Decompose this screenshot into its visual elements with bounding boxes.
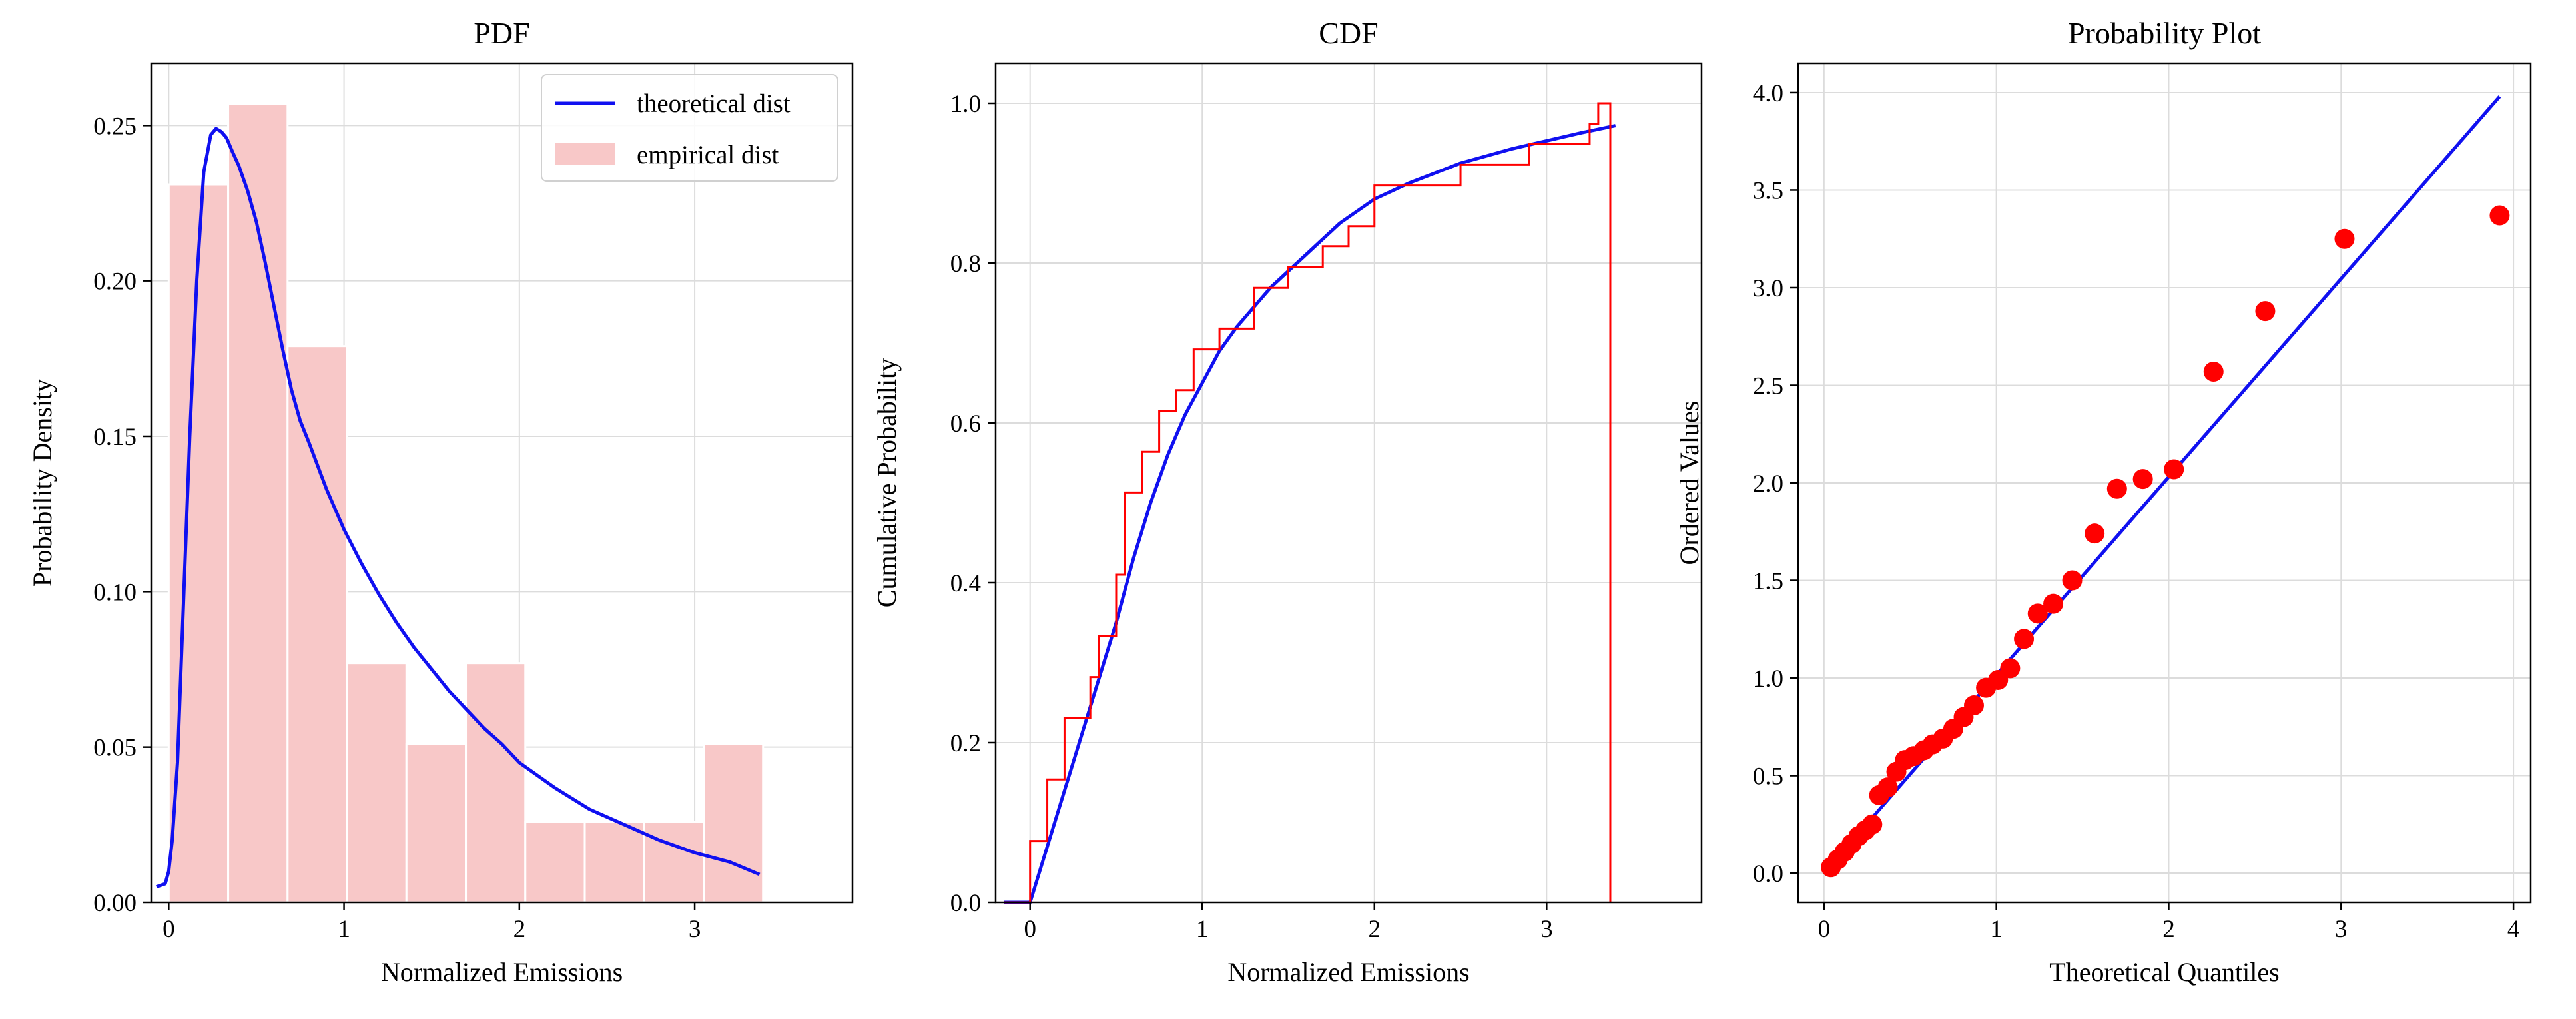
cdf-y-tick-label: 0.4 [950,570,981,597]
cdf-x-tick-label: 2 [1369,916,1381,943]
histogram-bar [465,662,527,904]
cdf-title: CDF [1319,16,1378,50]
quantile-point [2489,205,2510,226]
cdf-y-tick-label: 0.6 [950,410,981,438]
legend-label-empirical: empirical dist [637,141,779,169]
probplot-x-tick-label: 0 [1818,916,1831,943]
probplot-x-tick-label: 2 [2162,916,2175,943]
quantile-point [1862,814,1883,835]
pdf-x-tick-label: 3 [689,916,701,943]
probplot-x-tick-label: 3 [2335,916,2348,943]
probplot-grid [1798,63,2531,902]
cdf-y-tick-label: 1.0 [950,91,981,118]
quantile-point [2132,469,2153,490]
probplot-panel: 0 1 2 3 4 0.0 0.5 1.0 1.5 2.0 2.5 3.0 3.5 4.0 Probabi… [1674,16,2532,987]
cdf-panel: 0 1 2 3 0.0 0.2 0.4 0.6 0.8 1.0 CDF Normalized Em… [872,16,1703,987]
cdf-ticks: 0 1 2 3 0.0 0.2 0.4 0.6 0.8 1.0 [950,91,1553,943]
quantile-point [2014,629,2035,649]
quantile-point [2255,301,2276,322]
histogram-bar [703,743,765,904]
quantile-point [2334,228,2355,249]
pdf-axes-frame [150,62,854,904]
probplot-x-axis-label: Theoretical Quantiles [2049,957,2279,987]
pdf-x-tick-label: 2 [513,916,526,943]
histogram-bar [405,743,468,904]
legend-label-theoretical: theoretical dist [637,89,791,118]
legend-box [541,74,838,182]
theoretical-cdf-line [1004,124,1616,904]
histogram-bar [286,345,348,904]
quantile-point [2164,459,2184,480]
histogram-bar [583,821,645,904]
quantile-point [2062,570,2083,591]
quantile-point [2043,593,2064,614]
quantile-point [2027,603,2048,624]
probplot-y-tick-label: 3.5 [1753,177,1783,204]
pdf-x-tick-label: 0 [162,916,175,943]
empirical-cdf-step [1004,102,1612,904]
pdf-y-tick-label: 0.20 [93,268,137,296]
pdf-y-tick-label: 0.00 [93,890,137,917]
quantile-point [2106,478,2127,499]
histogram-bar [643,821,705,904]
probplot-title: Probability Plot [2068,16,2261,50]
pdf-y-axis-label: Probability Density [27,379,57,587]
probplot-y-tick-label: 2.0 [1753,470,1783,498]
cdf-y-axis-label: Cumulative Probability [872,358,902,607]
probplot-y-tick-label: 2.5 [1753,372,1783,400]
legend-patch-swatch [555,143,615,165]
cdf-axes-frame [994,62,1703,904]
probplot-y-axis-label: Ordered Values [1674,401,1704,565]
pdf-y-tick-label: 0.05 [93,735,137,762]
probplot-y-tick-label: 1.0 [1753,665,1783,693]
quantile-point [2000,658,2021,679]
pdf-panel: 0 1 2 3 0.00 0.05 0.10 0.15 0.20 0.25 PDF Normali… [27,16,854,987]
histogram-bar [524,821,586,904]
cdf-x-axis-label: Normalized Emissions [1227,957,1469,987]
cdf-x-tick-label: 3 [1540,916,1553,943]
probplot-y-tick-label: 1.5 [1753,568,1783,595]
probplot-y-tick-label: 4.0 [1753,80,1783,107]
cdf-grid [996,63,1702,903]
quantile-point [1964,695,1984,716]
cdf-x-tick-label: 0 [1024,916,1036,943]
cdf-marks [1004,102,1616,904]
cdf-x-tick-label: 1 [1196,916,1209,943]
cdf-y-tick-label: 0.2 [950,730,981,757]
probplot-y-tick-label: 0.0 [1753,860,1783,888]
probplot-ticks: 0 1 2 3 4 0.0 0.5 1.0 1.5 2.0 2.5 3.0 3.5 4.0 [1753,80,2520,943]
probplot-y-tick-label: 3.0 [1753,275,1783,302]
theoretical-pdf-line [156,127,761,889]
pdf-marks [156,103,765,904]
pdf-x-axis-label: Normalized Emissions [381,957,623,987]
pdf-ticks: 0 1 2 3 0.00 0.05 0.10 0.15 0.20 0.25 [93,113,701,943]
pdf-y-tick-label: 0.10 [93,579,137,606]
histogram-bar [346,662,408,904]
pdf-legend: theoretical dist empirical dist [541,74,838,182]
probplot-y-tick-label: 0.5 [1753,763,1783,791]
quantile-point [1877,777,1898,798]
pdf-y-tick-label: 0.15 [93,424,137,451]
probplot-marks [1821,95,2510,878]
probplot-x-tick-label: 1 [1990,916,2003,943]
histogram-bar [167,183,230,904]
pdf-x-tick-label: 1 [338,916,350,943]
quantile-point [2203,361,2224,382]
pdf-y-tick-label: 0.25 [93,113,137,140]
pdf-title: PDF [474,16,529,50]
cdf-y-tick-label: 0.8 [950,250,981,278]
cdf-y-tick-label: 0.0 [950,890,981,917]
probplot-x-tick-label: 4 [2507,916,2520,943]
quantile-point [2085,523,2105,544]
